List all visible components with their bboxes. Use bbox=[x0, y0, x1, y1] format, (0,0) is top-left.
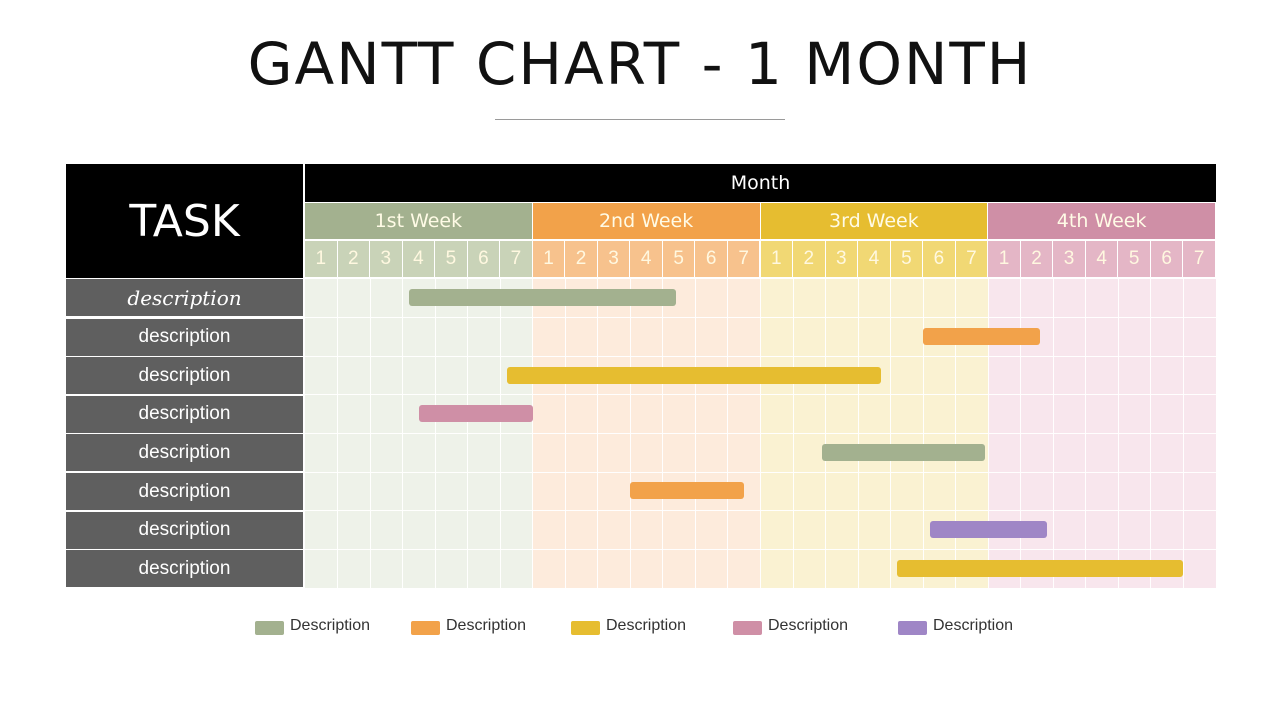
task-label: description bbox=[66, 511, 303, 549]
day-header-cell: 6 bbox=[923, 241, 955, 277]
day-header-cell: 5 bbox=[662, 241, 695, 277]
task-bar bbox=[506, 366, 881, 384]
day-header-cell: 1 bbox=[532, 241, 565, 277]
task-label: description bbox=[66, 550, 303, 588]
task-label: description bbox=[66, 357, 303, 395]
task-bar bbox=[630, 482, 745, 500]
grid-line-horizontal bbox=[305, 355, 1216, 357]
grid-line-horizontal bbox=[305, 471, 1216, 473]
week-header-1: 1st Week bbox=[305, 203, 532, 239]
day-header-cell: 5 bbox=[1118, 241, 1150, 277]
legend-swatch bbox=[898, 621, 927, 635]
day-header-cell: 4 bbox=[858, 241, 890, 277]
legend-swatch bbox=[733, 621, 762, 635]
day-header-cell: 2 bbox=[1020, 241, 1053, 277]
grid-line-horizontal bbox=[305, 548, 1216, 550]
task-bar bbox=[897, 559, 1184, 577]
day-header-cell: 1 bbox=[305, 241, 337, 277]
day-header-cell: 2 bbox=[565, 241, 597, 277]
day-header-cell: 1 bbox=[760, 241, 793, 277]
task-label: description bbox=[66, 473, 303, 511]
task-label: description bbox=[66, 279, 303, 317]
legend-label: Description bbox=[606, 617, 687, 634]
day-header-cell: 6 bbox=[467, 241, 500, 277]
task-bar bbox=[929, 520, 1047, 538]
day-header-cell: 4 bbox=[630, 241, 662, 277]
day-header-cell: 7 bbox=[955, 241, 988, 277]
day-header-cell: 6 bbox=[695, 241, 727, 277]
legend-label: Description bbox=[768, 617, 849, 634]
week-header-4: 4th Week bbox=[988, 203, 1215, 239]
task-bar bbox=[923, 327, 1041, 345]
day-header-cell: 4 bbox=[402, 241, 435, 277]
day-header-cell: 7 bbox=[500, 241, 532, 277]
task-column-header: TASK bbox=[66, 164, 303, 278]
legend-swatch bbox=[255, 621, 284, 635]
day-header-cell: 7 bbox=[1183, 241, 1215, 277]
day-header-cell: 3 bbox=[597, 241, 630, 277]
legend-swatch bbox=[571, 621, 600, 635]
day-header-cell: 2 bbox=[793, 241, 825, 277]
task-label: description bbox=[66, 395, 303, 433]
day-header-cell: 7 bbox=[727, 241, 760, 277]
day-header-cell: 3 bbox=[825, 241, 858, 277]
task-label: description bbox=[66, 434, 303, 472]
task-bar bbox=[409, 289, 676, 307]
day-header-cell: 1 bbox=[988, 241, 1020, 277]
day-header-cell: 5 bbox=[435, 241, 467, 277]
day-header-cell: 3 bbox=[370, 241, 402, 277]
legend-label: Description bbox=[290, 617, 371, 634]
day-header-cell: 5 bbox=[890, 241, 923, 277]
task-bar bbox=[822, 443, 985, 461]
legend-swatch bbox=[411, 621, 440, 635]
legend-label: Description bbox=[933, 617, 1014, 634]
month-header: Month bbox=[305, 164, 1216, 202]
grid-line-horizontal bbox=[305, 394, 1216, 396]
page-title: GANTT CHART - 1 MONTH bbox=[247, 30, 1033, 98]
week-header-3: 3rd Week bbox=[760, 203, 988, 239]
day-header-cell: 3 bbox=[1053, 241, 1085, 277]
day-header-cell: 6 bbox=[1150, 241, 1183, 277]
task-bar bbox=[418, 405, 533, 423]
task-label: description bbox=[66, 318, 303, 356]
grid-line-horizontal bbox=[305, 432, 1216, 434]
legend-label: Description bbox=[446, 617, 527, 634]
week-header-2: 2nd Week bbox=[532, 203, 760, 239]
day-header-cell: 4 bbox=[1085, 241, 1118, 277]
title-divider bbox=[495, 119, 785, 120]
grid-line-horizontal bbox=[305, 510, 1216, 512]
day-header-cell: 2 bbox=[337, 241, 370, 277]
grid-line-horizontal bbox=[305, 317, 1216, 319]
